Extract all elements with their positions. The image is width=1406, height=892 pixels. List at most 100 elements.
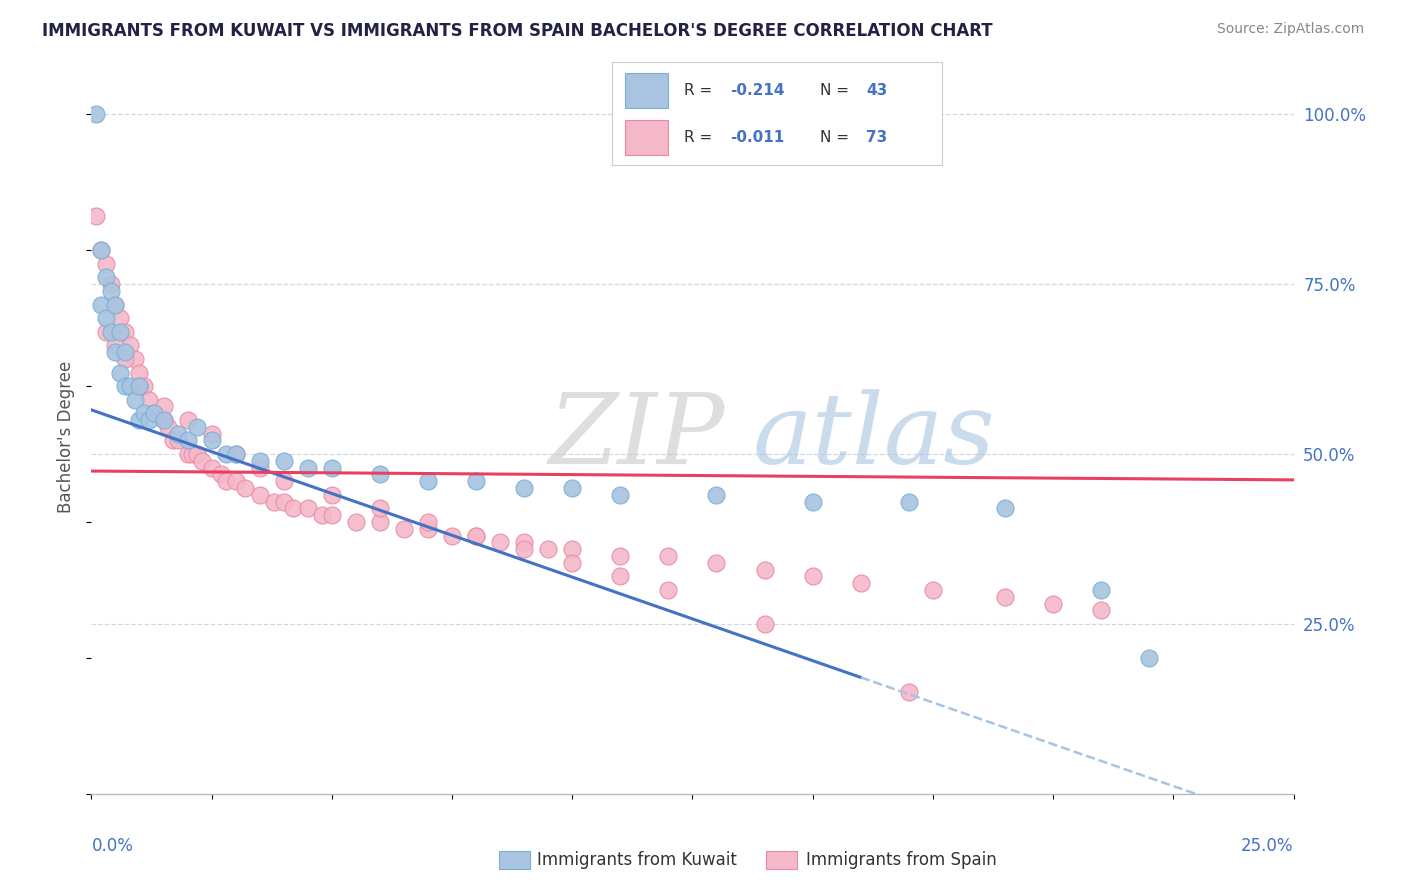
Point <box>142 406 165 420</box>
Point <box>90 243 112 257</box>
Point <box>249 460 271 475</box>
Point <box>201 460 224 475</box>
Point <box>138 413 160 427</box>
Point <box>104 297 127 311</box>
Point <box>440 528 463 542</box>
Point <box>706 488 728 502</box>
Point <box>128 366 150 380</box>
Text: -0.214: -0.214 <box>731 83 785 97</box>
Point <box>84 209 107 223</box>
Point <box>225 475 247 489</box>
Text: R =: R = <box>685 83 717 97</box>
Point <box>416 475 439 489</box>
Text: 43: 43 <box>866 83 887 97</box>
Point <box>273 475 295 489</box>
Point <box>754 563 776 577</box>
Point <box>1137 651 1160 665</box>
Point <box>90 297 112 311</box>
Text: ZIP: ZIP <box>548 390 724 484</box>
Point <box>152 413 174 427</box>
FancyBboxPatch shape <box>624 120 668 155</box>
Point <box>849 576 872 591</box>
Point <box>561 542 583 557</box>
Point <box>114 345 136 359</box>
Text: N =: N = <box>820 83 853 97</box>
Point <box>124 392 146 407</box>
Point <box>897 494 920 508</box>
Point <box>513 535 536 549</box>
Point <box>134 406 156 420</box>
Point <box>215 447 238 461</box>
Point <box>321 508 343 523</box>
Point <box>104 338 127 352</box>
Text: 0.0%: 0.0% <box>91 837 134 855</box>
Point <box>249 454 271 468</box>
Text: N =: N = <box>820 130 853 145</box>
Point <box>201 426 224 441</box>
Point <box>233 481 256 495</box>
Point <box>128 379 150 393</box>
Point <box>209 467 232 482</box>
Point <box>128 379 150 393</box>
Point <box>181 447 204 461</box>
Point <box>609 488 631 502</box>
Text: 25.0%: 25.0% <box>1241 837 1294 855</box>
Point <box>801 494 824 508</box>
Point <box>368 467 391 482</box>
Point <box>897 685 920 699</box>
Point <box>1042 597 1064 611</box>
Point <box>167 434 190 448</box>
Point <box>1090 582 1112 597</box>
Point <box>801 569 824 583</box>
Point <box>416 522 439 536</box>
Point <box>561 556 583 570</box>
Text: Immigrants from Spain: Immigrants from Spain <box>806 851 997 869</box>
Point <box>513 542 536 557</box>
Text: atlas: atlas <box>752 390 995 484</box>
Point <box>162 434 184 448</box>
Point <box>94 325 117 339</box>
Point <box>110 311 132 326</box>
Point <box>321 488 343 502</box>
Point <box>283 501 305 516</box>
Point <box>609 549 631 563</box>
Point <box>110 366 132 380</box>
Point <box>297 501 319 516</box>
Point <box>201 434 224 448</box>
Text: Source: ZipAtlas.com: Source: ZipAtlas.com <box>1216 22 1364 37</box>
Point <box>100 325 122 339</box>
Point <box>191 454 214 468</box>
Point <box>754 617 776 632</box>
Point <box>100 284 122 298</box>
Y-axis label: Bachelor's Degree: Bachelor's Degree <box>58 361 76 513</box>
Text: -0.011: -0.011 <box>731 130 785 145</box>
Point <box>263 494 285 508</box>
Text: R =: R = <box>685 130 717 145</box>
Point <box>1090 603 1112 617</box>
Point <box>94 257 117 271</box>
Point <box>134 379 156 393</box>
Point <box>176 434 198 448</box>
Point <box>104 345 127 359</box>
Point <box>657 549 679 563</box>
Point <box>344 515 367 529</box>
Point <box>609 569 631 583</box>
Point <box>84 107 107 121</box>
Point <box>176 447 198 461</box>
Point <box>128 413 150 427</box>
Point <box>225 447 247 461</box>
Text: IMMIGRANTS FROM KUWAIT VS IMMIGRANTS FROM SPAIN BACHELOR'S DEGREE CORRELATION CH: IMMIGRANTS FROM KUWAIT VS IMMIGRANTS FRO… <box>42 22 993 40</box>
Point <box>465 475 488 489</box>
Point <box>215 475 238 489</box>
Point <box>489 535 512 549</box>
Point <box>225 447 247 461</box>
Point <box>118 338 141 352</box>
Point <box>657 582 679 597</box>
Point <box>104 297 127 311</box>
Text: Immigrants from Kuwait: Immigrants from Kuwait <box>537 851 737 869</box>
Point <box>176 413 198 427</box>
Point <box>513 481 536 495</box>
Point <box>273 494 295 508</box>
Point <box>321 460 343 475</box>
Point <box>114 379 136 393</box>
